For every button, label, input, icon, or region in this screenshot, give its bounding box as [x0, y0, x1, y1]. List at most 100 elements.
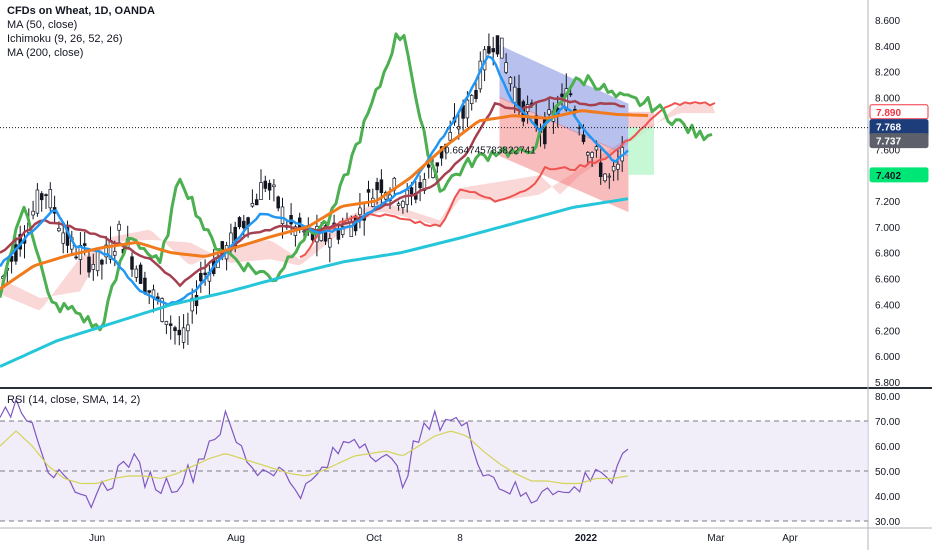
candle-body	[611, 166, 616, 172]
candle-body	[113, 251, 117, 256]
candle-body	[186, 324, 190, 332]
price-tick-label: 7.000	[875, 223, 900, 234]
rsi-tick-label: 40.00	[875, 492, 900, 503]
candle-body	[233, 226, 237, 247]
candle-body	[259, 182, 263, 200]
price-tick-label: 7.200	[875, 197, 900, 208]
time-tick-label: Oct	[366, 533, 382, 544]
candle-body	[57, 227, 61, 232]
candle-body	[418, 182, 422, 189]
price-tick-label: 8.400	[875, 42, 900, 53]
price-badge-value: 7.768	[876, 123, 901, 134]
price-tick-label: 6.000	[875, 352, 900, 363]
candle-body	[358, 207, 362, 216]
time-tick-label: Jun	[89, 533, 105, 544]
candle-body	[181, 327, 186, 343]
candle-body	[95, 250, 100, 272]
candle-body	[143, 277, 147, 294]
candle-body	[177, 329, 182, 336]
candle-body	[396, 203, 401, 206]
candle-body	[512, 86, 517, 103]
candle-body	[280, 206, 285, 225]
rsi-tick-label: 30.00	[875, 517, 900, 528]
candle-body	[336, 230, 341, 240]
study-ichimoku[interactable]: Ichimoku (9, 26, 52, 26)	[7, 33, 123, 45]
rsi-line	[0, 397, 629, 510]
price-tick-label: 6.800	[875, 249, 900, 260]
candle-body	[190, 297, 194, 312]
time-tick-label: Apr	[782, 533, 798, 544]
candle-body	[409, 187, 414, 195]
candle-body	[160, 298, 164, 322]
candle-body	[199, 273, 203, 282]
candle-body	[61, 232, 65, 244]
axes: 8.6008.4008.2008.0007.8007.6007.4007.200…	[89, 16, 901, 544]
rsi-sma-line	[0, 430, 629, 485]
price-tick-label: 6.200	[875, 326, 900, 337]
candle-body	[560, 93, 564, 97]
candle-body	[39, 193, 44, 201]
candle-body	[366, 189, 371, 193]
candle-body	[203, 272, 207, 276]
study-ma50[interactable]: MA (50, close)	[7, 19, 78, 31]
ma50-line	[0, 109, 649, 291]
candle-body	[48, 189, 53, 209]
candle-body	[82, 243, 87, 246]
candle-body	[517, 88, 521, 108]
study-ma200[interactable]: MA (200, close)	[7, 47, 84, 59]
candle-body	[401, 200, 405, 208]
candle-body	[426, 164, 431, 168]
candle-body	[242, 220, 246, 229]
rsi-tick-label: 70.00	[875, 417, 900, 428]
candle-body	[173, 327, 177, 332]
ichimoku-cloud-fill	[0, 104, 715, 311]
time-tick-label: Aug	[227, 533, 245, 544]
main-plot[interactable]: 0.664745783822741	[0, 32, 868, 368]
candle-body	[586, 152, 590, 156]
candle-body	[31, 210, 35, 216]
rsi-plot[interactable]	[0, 397, 868, 522]
candle-body	[323, 225, 328, 242]
candle-body	[581, 134, 586, 142]
study-rsi[interactable]: RSI (14, close, SMA, 14, 2)	[7, 394, 141, 406]
price-badge-green	[869, 167, 929, 183]
candle-body	[457, 126, 461, 130]
ma200-line	[0, 197, 629, 368]
time-tick-label: Mar	[707, 533, 725, 544]
candle-body	[168, 323, 173, 326]
ichimoku-conversion-line	[0, 54, 629, 307]
candle-body	[74, 256, 78, 259]
regression-annotation: 0.664745783822741	[444, 145, 536, 156]
candle-body	[87, 256, 91, 273]
price-tick-label: 5.800	[875, 378, 900, 389]
rsi-tick-label: 60.00	[875, 442, 900, 453]
candle-body	[302, 230, 306, 233]
candle-body	[147, 290, 151, 293]
candle-body	[14, 244, 18, 262]
rsi-tick-label: 50.00	[875, 467, 900, 478]
candle-body	[138, 264, 143, 284]
regression-channel-lower	[499, 96, 629, 213]
candle-body	[328, 238, 332, 248]
candle-body	[91, 263, 96, 270]
price-badge-value: 7.737	[876, 137, 901, 148]
price-badge-value: 7.402	[876, 171, 901, 182]
candle-body	[237, 217, 242, 228]
rsi-tick-label: 80.00	[875, 392, 900, 403]
candle-body	[276, 196, 280, 209]
candle-body	[508, 77, 513, 85]
candle-body	[474, 90, 478, 99]
candle-body	[607, 175, 612, 178]
candle-body	[340, 226, 345, 235]
candle-body	[254, 199, 259, 206]
time-tick-label: 2022	[575, 533, 598, 544]
candle-body	[134, 268, 139, 278]
candle-body	[543, 116, 547, 145]
price-tick-label: 8.600	[875, 16, 900, 27]
price-badge-red	[869, 104, 929, 120]
price-tick-label: 7.600	[875, 145, 900, 156]
candle-body	[435, 162, 440, 167]
candle-body	[491, 48, 495, 53]
symbol-title[interactable]: CFDs on Wheat, 1D, OANDA	[7, 5, 155, 17]
